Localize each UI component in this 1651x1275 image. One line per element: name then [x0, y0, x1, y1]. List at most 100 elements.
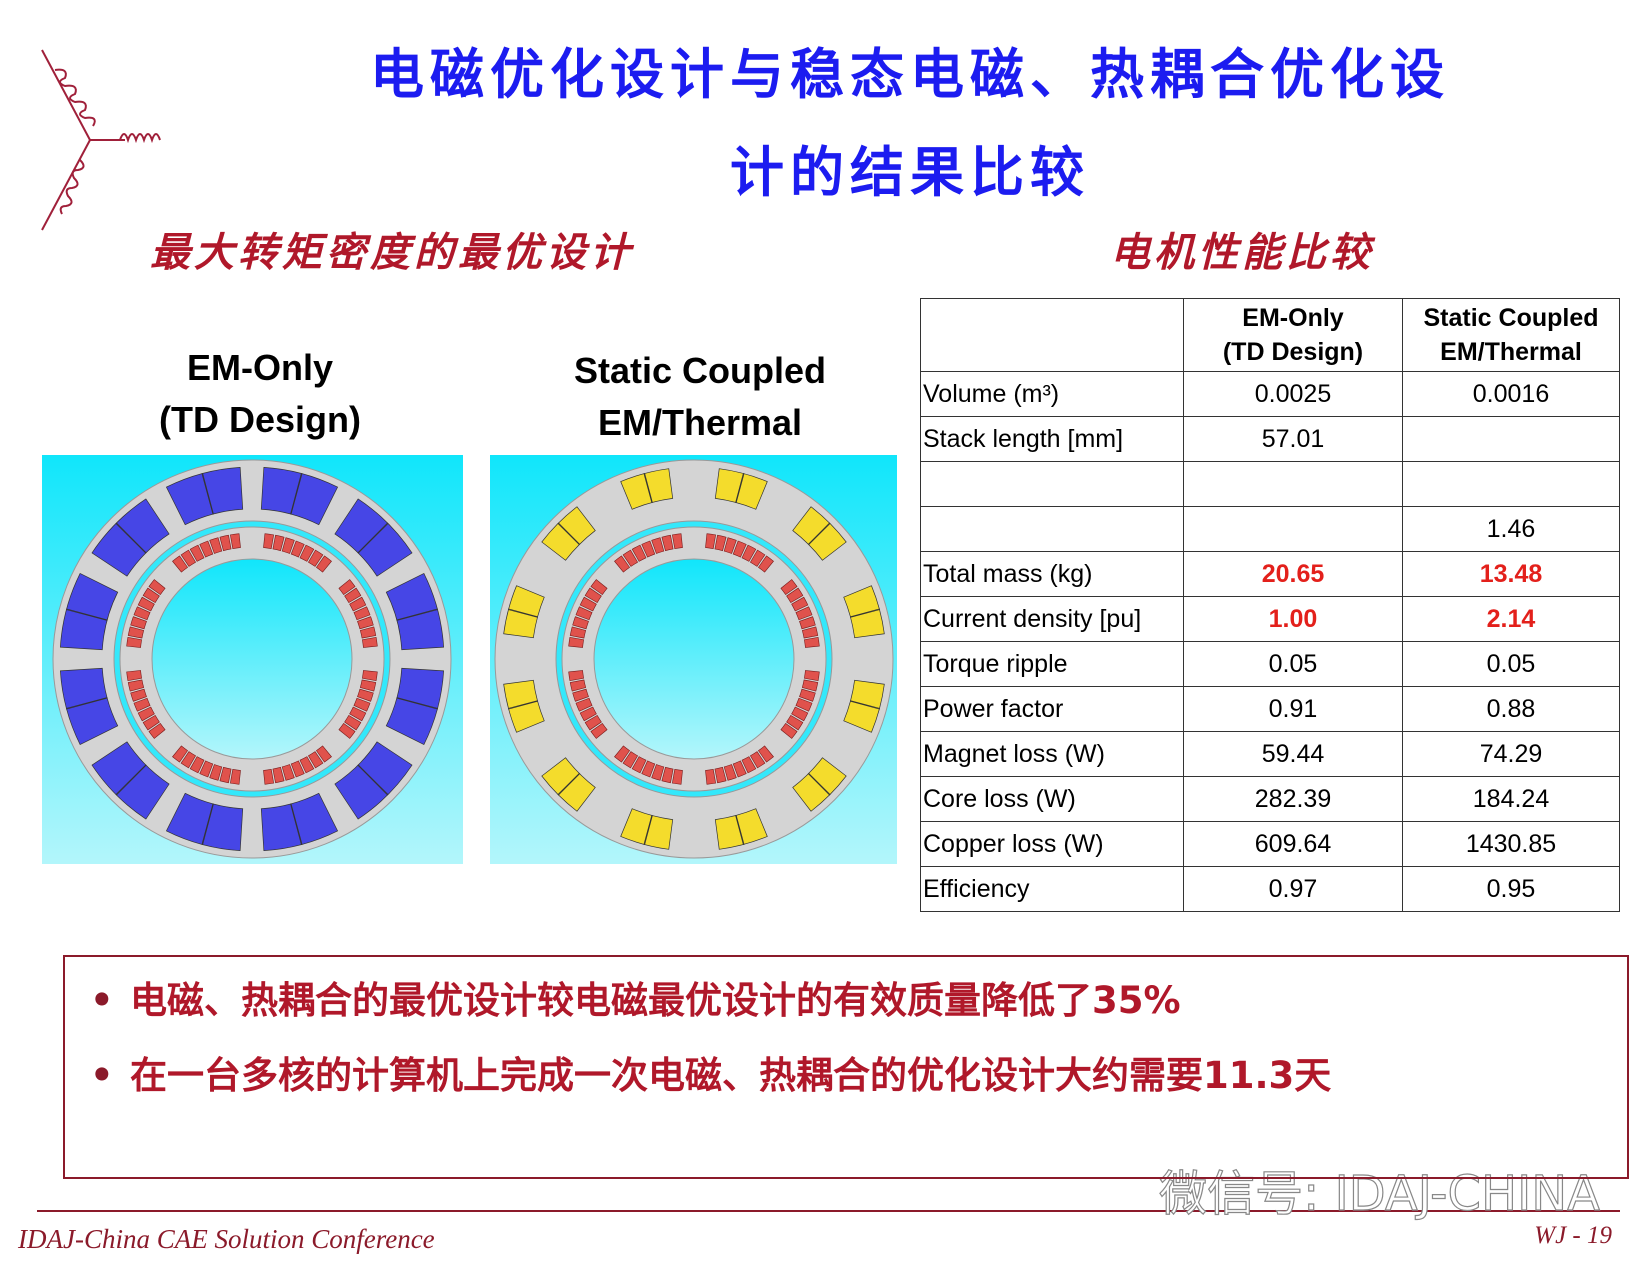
rotor-magnet: [757, 555, 774, 573]
cell: 609.64: [1183, 821, 1403, 867]
slot-divider: [557, 522, 581, 546]
rotor-magnet: [263, 768, 274, 785]
rotor-magnet: [614, 745, 631, 763]
slot-divider: [396, 697, 438, 710]
table-row: [920, 461, 1620, 507]
slot-divider: [115, 522, 147, 554]
rotor-magnet: [281, 537, 295, 554]
rotor-magnet: [172, 555, 189, 573]
rotor-magnet: [353, 697, 371, 712]
rotor-magnet: [795, 606, 813, 621]
comparison-table: EM-Only (TD Design) Static Coupled EM/Therm…: [920, 298, 1620, 912]
table-row: Volume (m³) 0.0025 0.0016: [920, 371, 1620, 417]
rotor-magnet: [142, 714, 160, 731]
table-row: Copper loss (W) 609.64 1430.85: [920, 821, 1620, 867]
rotor-magnet: [590, 722, 608, 739]
rotor-magnet: [757, 745, 774, 763]
table-row: Total mass (kg) 20.65 13.48: [920, 551, 1620, 597]
rotor-magnet: [361, 637, 378, 648]
rotor-magnet: [315, 555, 332, 573]
column-header-line: Static Coupled: [1423, 304, 1599, 332]
row-label: Torque ripple: [920, 641, 1184, 687]
stator-slot: [792, 506, 847, 561]
stator-slot: [792, 757, 847, 812]
corner-cell: [920, 298, 1184, 372]
rotor-magnet: [569, 626, 587, 639]
rotor-magnet: [133, 697, 151, 712]
cell: 57.01: [1183, 416, 1403, 462]
rotor-magnet: [209, 764, 223, 781]
left-heading: 最大转矩密度的最优设计: [150, 230, 634, 276]
rotor-magnet: [631, 544, 647, 562]
rotor-magnet: [290, 540, 305, 558]
cell: 74.29: [1402, 731, 1620, 777]
rotor-magnet: [219, 766, 232, 784]
rotor-magnet: [299, 756, 315, 774]
right-heading: 电机性能比较: [1110, 230, 1374, 276]
stator-slot: [385, 572, 445, 651]
rotor-magnet: [199, 760, 214, 778]
rotor-magnet: [780, 722, 798, 739]
rotor-magnet: [180, 549, 197, 567]
slot-divider: [396, 608, 438, 621]
stator-slot: [385, 667, 445, 746]
rotor-magnet: [127, 626, 145, 639]
rotor-magnet: [359, 679, 377, 692]
rotor-magnet: [622, 751, 639, 769]
slot-divider: [643, 473, 653, 504]
rotor-magnet: [137, 596, 155, 612]
slot-divider: [735, 473, 745, 504]
rotor-magnet: [579, 596, 597, 612]
rotor-magnet: [568, 670, 585, 681]
cell: 0.05: [1402, 641, 1620, 687]
row-label: Copper loss (W): [920, 821, 1184, 867]
rotor-magnet: [148, 579, 166, 596]
rotor-magnet: [803, 670, 820, 681]
rotor-magnet: [359, 626, 377, 639]
rotor-magnet: [357, 616, 374, 630]
cell: 1.00: [1183, 596, 1403, 642]
cell: [1183, 506, 1403, 552]
rotor-magnet: [714, 534, 727, 552]
slot-divider: [357, 764, 389, 796]
rotor-magnet: [199, 540, 214, 558]
rotor-magnet: [572, 688, 589, 702]
rotor-magnet: [732, 760, 747, 778]
rotor-magnet: [803, 637, 820, 648]
rotor-magnet: [651, 537, 665, 554]
rotor-magnet: [230, 768, 241, 785]
rotor-magnet: [584, 714, 602, 731]
rotor-magnet: [189, 544, 205, 562]
slot-divider: [290, 473, 303, 515]
stator-slot: [260, 466, 339, 526]
rotor-magnet: [791, 596, 809, 612]
cell: [1183, 461, 1403, 507]
cell: 20.65: [1183, 551, 1403, 597]
row-label: [920, 461, 1184, 507]
rotor-magnet: [795, 697, 813, 712]
figure-label: Static Coupled EM/Thermal: [500, 345, 900, 449]
header-row: EM-Only (TD Design) Static Coupled EM/Therm…: [920, 298, 1620, 372]
bullet-box: [63, 955, 1629, 1179]
rotor-magnet: [791, 706, 809, 722]
slot-divider: [201, 803, 214, 845]
rotor-magnet: [672, 533, 683, 550]
column-header-line: (TD Design): [1222, 338, 1364, 366]
table-row: Power factor 0.91 0.88: [920, 686, 1620, 732]
rotor-magnet: [137, 706, 155, 722]
rotor-magnet: [741, 544, 757, 562]
table-row: Core loss (W) 282.39 184.24: [920, 776, 1620, 822]
rotor-magnet: [641, 540, 656, 558]
stator-slot: [503, 585, 545, 639]
figure-label: EM-Only (TD Design): [60, 342, 460, 446]
title-line: 计的结果比较: [730, 141, 1090, 204]
footer-left: IDAJ-China CAE Solution Conference: [17, 1224, 435, 1254]
rotor-magnet: [661, 766, 674, 784]
rotor-magnet: [281, 764, 295, 781]
rotor-magnet: [714, 766, 727, 784]
slot-divider: [508, 608, 539, 618]
table-row: Torque ripple 0.05 0.05: [920, 641, 1620, 687]
table-row: Magnet loss (W) 59.44 74.29: [920, 731, 1620, 777]
cell: 282.39: [1183, 776, 1403, 822]
